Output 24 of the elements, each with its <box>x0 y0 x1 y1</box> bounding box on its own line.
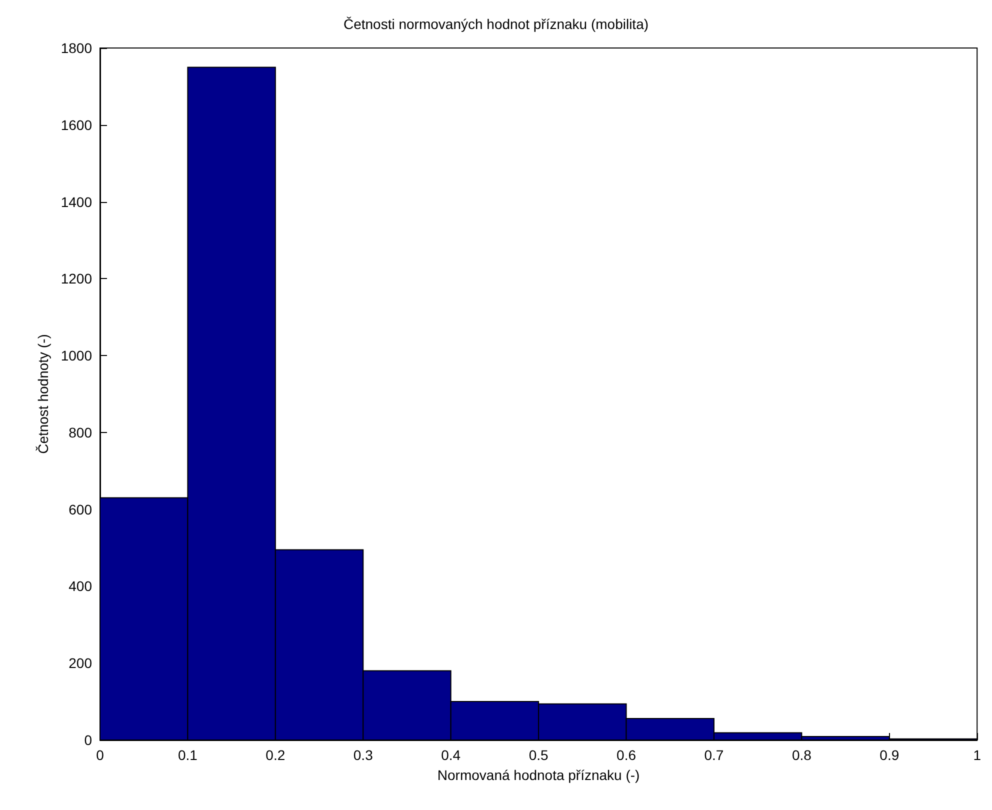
chart-title: Četnosti normovaných hodnot příznaku (mobilita) <box>343 16 649 32</box>
y-tick-label: 0 <box>84 732 92 748</box>
y-axis-title: Četnost hodnoty (-) <box>34 334 51 454</box>
x-tick-label: 0 <box>96 747 104 763</box>
x-tick-label: 0.5 <box>528 747 548 763</box>
y-tick-label: 200 <box>68 655 92 672</box>
x-tick-label: 0.6 <box>616 747 636 763</box>
y-tick-label: 600 <box>68 501 92 518</box>
y-tick-label: 1600 <box>60 116 92 133</box>
x-tick-label: 0.1 <box>178 747 198 763</box>
x-tick-label: 0.2 <box>266 747 286 763</box>
y-tick-label: 1800 <box>60 40 92 56</box>
y-tick-label: 1000 <box>60 348 92 364</box>
x-axis-title: Normovaná hodnota příznaku (-) <box>437 767 640 783</box>
y-tick-label: 800 <box>68 424 92 440</box>
y-tick-label: 400 <box>68 578 92 594</box>
y-tick-label: 1200 <box>60 270 92 287</box>
y-tick-label: 1400 <box>60 194 92 210</box>
x-tick-label: 1 <box>973 747 982 763</box>
x-tick-label: 0.3 <box>353 747 374 763</box>
x-tick-label: 0.4 <box>441 747 461 763</box>
x-tick-label: 0.7 <box>704 747 724 763</box>
x-tick-label: 0.8 <box>792 747 812 763</box>
x-tick-label: 0.9 <box>880 747 900 763</box>
